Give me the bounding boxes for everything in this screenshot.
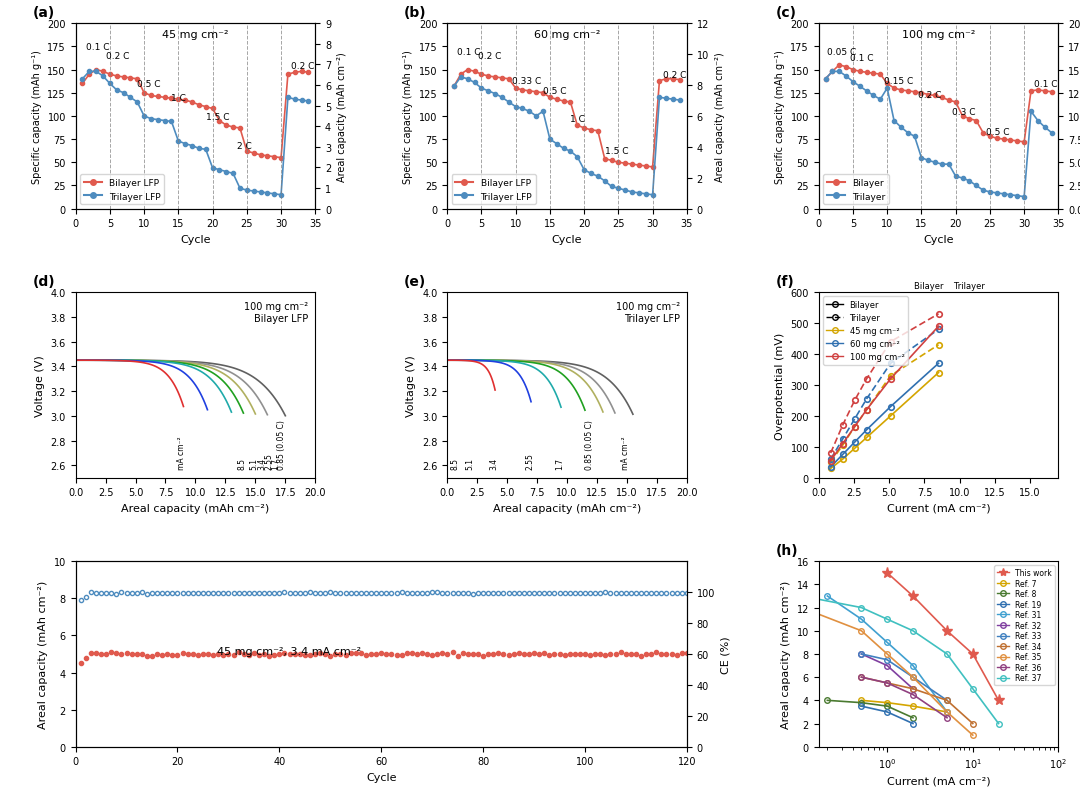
Text: 1.7: 1.7 — [555, 458, 564, 470]
Text: 5.1: 5.1 — [465, 458, 474, 470]
Legend: Bilayer LFP, Trilayer LFP: Bilayer LFP, Trilayer LFP — [451, 175, 536, 205]
Text: mA cm⁻²: mA cm⁻² — [621, 436, 630, 470]
Text: 0.1 C: 0.1 C — [1035, 80, 1058, 89]
Text: 45 mg cm⁻², 3.4 mA cm⁻²: 45 mg cm⁻², 3.4 mA cm⁻² — [217, 646, 362, 656]
Text: 1.5 C: 1.5 C — [605, 147, 629, 156]
Text: 2.55: 2.55 — [525, 453, 534, 470]
Text: 0.2 C: 0.2 C — [292, 61, 314, 71]
X-axis label: Cycle: Cycle — [366, 772, 396, 782]
Text: Bilayer    Trilayer: Bilayer Trilayer — [892, 282, 985, 291]
Text: 5.1: 5.1 — [249, 458, 258, 470]
Y-axis label: Areal capacity (mAh cm⁻²): Areal capacity (mAh cm⁻²) — [715, 52, 725, 181]
Y-axis label: Areal capacity (mAh cm⁻²): Areal capacity (mAh cm⁻²) — [38, 580, 49, 728]
X-axis label: Cycle: Cycle — [552, 234, 582, 245]
Text: 8.5: 8.5 — [238, 458, 246, 470]
Legend: This work, Ref. 7, Ref. 8, Ref. 19, Ref. 31, Ref. 32, Ref. 33, Ref. 34, Ref. 35,: This work, Ref. 7, Ref. 8, Ref. 19, Ref.… — [995, 565, 1054, 686]
Y-axis label: CE (%): CE (%) — [720, 635, 730, 673]
Text: 0.3 C: 0.3 C — [953, 108, 975, 116]
X-axis label: Cycle: Cycle — [180, 234, 211, 245]
Text: 0.05 C: 0.05 C — [827, 47, 856, 56]
Text: 0.85 (0.05 C): 0.85 (0.05 C) — [276, 420, 286, 470]
X-axis label: Current (mA cm⁻²): Current (mA cm⁻²) — [887, 776, 990, 786]
Text: 0.1 C: 0.1 C — [86, 43, 109, 52]
Y-axis label: Voltage (V): Voltage (V) — [406, 355, 417, 416]
Text: 0.2 C: 0.2 C — [478, 52, 501, 61]
Text: 0.15 C: 0.15 C — [883, 77, 913, 86]
Text: (c): (c) — [775, 6, 797, 20]
Y-axis label: Areal capacity (mAh cm⁻²): Areal capacity (mAh cm⁻²) — [337, 52, 347, 181]
Text: 45 mg cm⁻²: 45 mg cm⁻² — [162, 30, 229, 39]
Text: 8.5: 8.5 — [450, 458, 460, 470]
Text: 0.5 C: 0.5 C — [543, 88, 567, 96]
Text: mA cm⁻²: mA cm⁻² — [177, 436, 187, 470]
Legend: Bilayer, Trilayer: Bilayer, Trilayer — [823, 175, 889, 205]
Y-axis label: Specific capacity (mAh g⁻¹): Specific capacity (mAh g⁻¹) — [31, 50, 42, 184]
Text: 0.33 C: 0.33 C — [512, 77, 541, 86]
Text: 0.5 C: 0.5 C — [137, 80, 161, 89]
Text: 60 mg cm⁻²: 60 mg cm⁻² — [534, 30, 600, 39]
X-axis label: Cycle: Cycle — [923, 234, 954, 245]
Text: (d): (d) — [32, 275, 55, 289]
Text: (h): (h) — [775, 544, 798, 558]
Text: 0.2 C: 0.2 C — [107, 52, 130, 61]
Text: (b): (b) — [404, 6, 427, 20]
Text: 0.2 C: 0.2 C — [663, 71, 686, 79]
X-axis label: Areal capacity (mAh cm⁻²): Areal capacity (mAh cm⁻²) — [121, 503, 270, 513]
Text: 0.85 (0.05 C): 0.85 (0.05 C) — [585, 420, 594, 470]
Text: 100 mg cm⁻²
Bilayer LFP: 100 mg cm⁻² Bilayer LFP — [244, 302, 308, 324]
Y-axis label: Specific capacity (mAh g⁻¹): Specific capacity (mAh g⁻¹) — [403, 50, 414, 184]
Text: (f): (f) — [775, 275, 794, 289]
Text: (e): (e) — [404, 275, 427, 289]
Text: 0.5 C: 0.5 C — [986, 128, 1010, 137]
Text: 3.4: 3.4 — [489, 458, 498, 470]
Text: 2.55: 2.55 — [265, 453, 274, 470]
Text: 0.1 C: 0.1 C — [458, 47, 481, 56]
Y-axis label: Voltage (V): Voltage (V) — [35, 355, 45, 416]
Text: 2 C: 2 C — [237, 142, 252, 151]
Text: 1.5 C: 1.5 C — [205, 112, 229, 121]
Text: (a): (a) — [32, 6, 55, 20]
Y-axis label: Specific capacity (mAh g⁻¹): Specific capacity (mAh g⁻¹) — [774, 50, 785, 184]
Legend: Bilayer LFP, Trilayer LFP: Bilayer LFP, Trilayer LFP — [80, 175, 164, 205]
Text: 1 C: 1 C — [570, 115, 585, 124]
Text: 100 mg cm⁻²: 100 mg cm⁻² — [902, 30, 975, 39]
Legend: Bilayer, Trilayer, 45 mg cm⁻², 60 mg cm⁻², 100 mg cm⁻²: Bilayer, Trilayer, 45 mg cm⁻², 60 mg cm⁻… — [823, 297, 907, 365]
Text: 100 mg cm⁻²
Trilayer LFP: 100 mg cm⁻² Trilayer LFP — [616, 302, 679, 324]
Text: 0.1 C: 0.1 C — [850, 54, 873, 63]
X-axis label: Areal capacity (mAh cm⁻²): Areal capacity (mAh cm⁻²) — [492, 503, 642, 513]
Text: 3.4: 3.4 — [258, 458, 267, 470]
Text: 0.2 C: 0.2 C — [918, 91, 942, 100]
Text: 1.7: 1.7 — [271, 458, 280, 470]
Y-axis label: Areal capacity (mAh cm⁻²): Areal capacity (mAh cm⁻²) — [781, 580, 791, 728]
Y-axis label: Overpotential (mV): Overpotential (mV) — [775, 332, 785, 439]
X-axis label: Current (mA cm⁻²): Current (mA cm⁻²) — [887, 503, 990, 513]
Text: 1 C: 1 C — [172, 94, 187, 103]
